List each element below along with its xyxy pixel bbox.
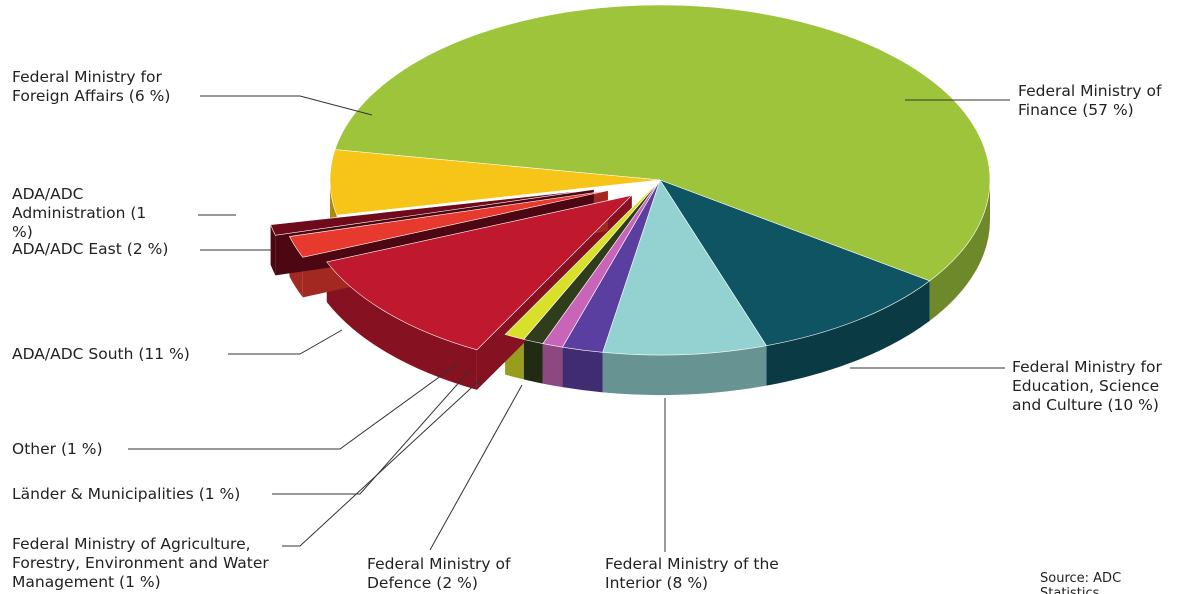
slice-label: Federal Ministry of Defence (2 %) — [367, 555, 532, 593]
category-name: ADA/ADC East — [12, 240, 122, 258]
leader-line — [272, 369, 471, 495]
leader-line — [228, 329, 343, 355]
slice-label: ADA/ADC Administration (1 %) — [12, 185, 162, 242]
slice-label: Federal Ministry for Education, Science … — [1012, 358, 1177, 415]
category-name: Länder & Municipalities — [12, 485, 194, 503]
value-label: (57 %) — [1082, 101, 1134, 119]
category-name: Other — [12, 440, 57, 458]
value-label: (1 %) — [198, 485, 241, 503]
source-note: Source: ADC Statistics — [1040, 571, 1122, 594]
slice-side — [523, 339, 543, 384]
value-label: (2 %) — [436, 574, 478, 592]
slice-label: Federal Ministry for Foreign Affairs (6 … — [12, 68, 197, 106]
slice — [329, 149, 661, 216]
slice — [270, 189, 594, 236]
slice — [334, 4, 991, 282]
slice-label: Länder & Municipalities (1 %) — [12, 485, 292, 504]
value-label: (11 %) — [138, 345, 190, 363]
value-label: (8 %) — [666, 574, 709, 592]
value-label: (2 %) — [126, 240, 169, 258]
slice-side — [542, 343, 563, 388]
slice — [659, 179, 931, 346]
value-label: (10 %) — [1107, 396, 1159, 414]
category-name: Federal Ministry of Defence — [367, 555, 511, 592]
slice-side — [602, 345, 767, 395]
leader-line — [200, 95, 373, 116]
slice-label: Other (1 %) — [12, 440, 132, 459]
category-name: Federal Ministry for Education, Science … — [1012, 358, 1162, 414]
category-name: Federal Ministry of Finance — [1018, 82, 1162, 119]
value-label: (6 %) — [128, 87, 171, 105]
category-name: ADA/ADC Administration — [12, 185, 126, 222]
category-name: Federal Ministry of the Interior — [605, 555, 779, 592]
leader-line — [128, 361, 461, 450]
slice-side — [270, 224, 276, 276]
slice — [326, 194, 633, 351]
value-label: (1 %) — [119, 573, 161, 591]
value-label: (1 %) — [12, 204, 147, 241]
leader-line — [429, 384, 523, 551]
slice — [504, 179, 661, 340]
slice-label: Federal Ministry of Agriculture, Forestr… — [12, 535, 277, 592]
slice — [289, 190, 608, 258]
slice-label: ADA/ADC South (11 %) — [12, 345, 232, 364]
slice-label: Federal Ministry of Finance (57 %) — [1018, 82, 1168, 120]
slice-side — [562, 347, 603, 393]
leader-line — [282, 377, 483, 547]
slice-side — [766, 280, 930, 386]
slice-label: ADA/ADC East (2 %) — [12, 240, 202, 259]
category-name: Federal Ministry of Agriculture, Forestr… — [12, 535, 269, 591]
category-name: Federal Ministry for Foreign Affairs — [12, 68, 162, 105]
slice-side — [326, 262, 477, 390]
slice — [602, 179, 767, 356]
value-label: (1 %) — [60, 440, 103, 458]
slice-side — [929, 180, 990, 321]
slice-label: Federal Ministry of the Interior (8 %) — [605, 555, 780, 593]
category-name: ADA/ADC South — [12, 345, 134, 363]
